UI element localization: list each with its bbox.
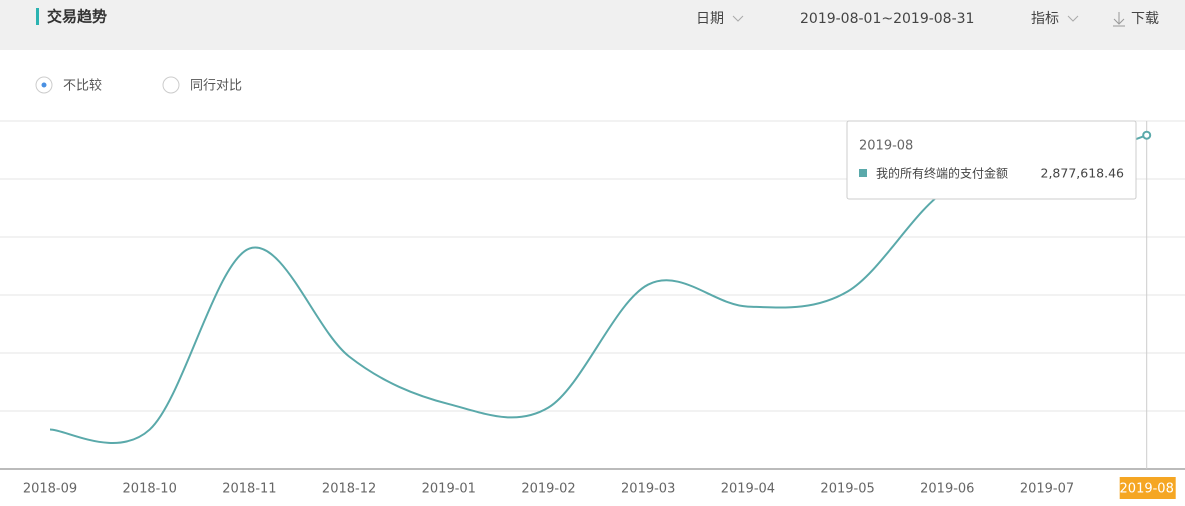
download-button[interactable]: 下载 [1131, 11, 1159, 27]
tooltip-value: 2,877,618.46 [1041, 166, 1125, 181]
x-tick-label: 2019-06 [920, 482, 974, 497]
x-tick-label: 2019-03 [621, 482, 675, 497]
download-icon [1113, 12, 1125, 27]
x-label-highlight [1119, 477, 1176, 499]
x-tick-label: 2019-07 [1020, 482, 1074, 497]
x-tick-label: 2019-08 [1120, 482, 1174, 497]
x-tick-label: 2019-02 [521, 482, 575, 497]
point [1142, 130, 1152, 140]
radio-dot [41, 82, 47, 88]
x-tick-label: 2019-05 [820, 482, 874, 497]
date-picker[interactable]: 日期 [696, 11, 724, 27]
radio[interactable] [162, 76, 180, 94]
legend-entry: 我的所有终端的支付金额 [876, 166, 1008, 181]
x-tick-label: 2018-12 [322, 482, 376, 497]
top-bar [0, 0, 1185, 50]
chevron [732, 15, 744, 22]
x-tick-label: 2018-10 [123, 482, 177, 497]
metric-picker[interactable]: 指标 [1031, 11, 1059, 27]
x-tick-label: 2018-09 [23, 482, 77, 497]
title-marker [36, 8, 39, 25]
tooltip-title: 2019-08 [859, 139, 913, 154]
legend-swatch [859, 169, 867, 177]
plot: 2018-09 2018-10 2018-11 2018-12 2019-01 2019-… [0, 120, 1185, 499]
x-tick-label: 2019-01 [422, 482, 476, 497]
x-tick-label: 2019-04 [721, 482, 775, 497]
section-title: 交易趋势 [47, 8, 107, 26]
radio-label[interactable]: 同行对比 [190, 79, 242, 94]
date-range[interactable]: 2019-08-01~2019-08-31 [800, 11, 974, 27]
tooltip: 2019-08 我的所有终端的支付金额 2,877,618.46 [846, 120, 1137, 200]
chevron [1067, 15, 1079, 22]
radio-label[interactable]: 不比较 [63, 79, 102, 94]
tooltip-box [846, 120, 1137, 200]
x-tick-label: 2018-11 [222, 482, 276, 497]
